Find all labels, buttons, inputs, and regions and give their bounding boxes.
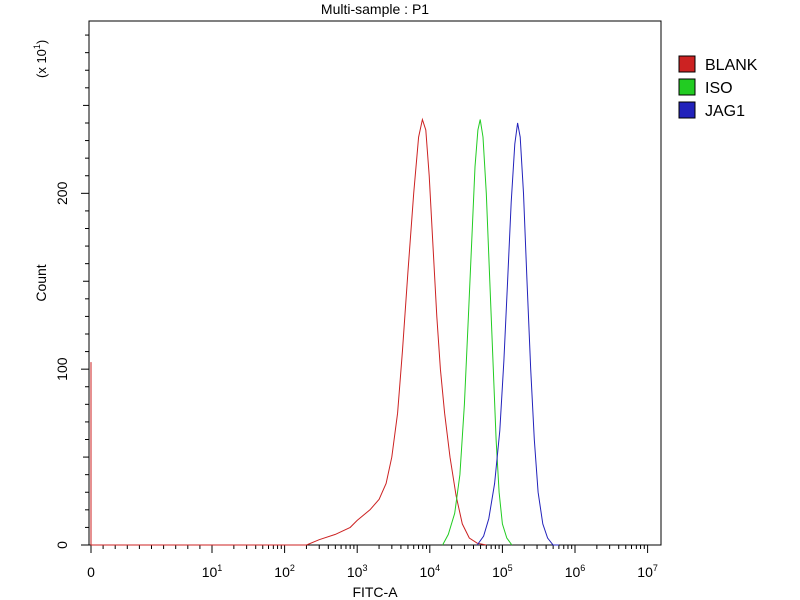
x-tick-base: 10 xyxy=(347,564,363,580)
x-tick-exponent: 6 xyxy=(580,563,585,573)
x-tick-exponent: 4 xyxy=(435,563,440,573)
x-tick-label: 105 xyxy=(492,563,513,580)
x-tick-exponent: 2 xyxy=(290,563,295,573)
y-axis-ticks xyxy=(81,34,89,546)
x-tick-label: 107 xyxy=(637,563,658,580)
y-tick-label: 100 xyxy=(54,357,70,381)
y-tick-label: 0 xyxy=(54,541,70,549)
y-tick-label: 200 xyxy=(54,181,70,205)
legend-label-blank: BLANK xyxy=(705,57,758,74)
series-line-iso xyxy=(442,119,513,546)
x-tick-label: 101 xyxy=(202,563,223,580)
series-line-blank xyxy=(90,117,487,546)
x-tick-exponent: 1 xyxy=(217,563,222,573)
x-tick-base: 10 xyxy=(565,564,581,580)
x-tick-base: 10 xyxy=(202,564,218,580)
x-tick-exponent: 7 xyxy=(653,563,658,573)
legend-label-iso: ISO xyxy=(705,80,733,97)
x-tick-base: 10 xyxy=(274,564,290,580)
x-tick-label: 103 xyxy=(347,563,368,580)
legend-swatch-iso xyxy=(678,78,696,96)
legend-label-jag1: JAG1 xyxy=(705,103,745,120)
x-tick-base: 10 xyxy=(637,564,653,580)
legend-swatch-jag1 xyxy=(678,101,696,119)
x-tick-base: 10 xyxy=(420,564,436,580)
x-axis-label: FITC-A xyxy=(352,584,398,600)
x-axis-tick-labels: 0 101 102 103 104 105 106 107 xyxy=(87,563,658,580)
x-tick-label: 102 xyxy=(274,563,295,580)
y-multiplier-close: ) xyxy=(34,40,49,44)
x-tick-base: 10 xyxy=(492,564,508,580)
y-multiplier-exponent: 1 xyxy=(32,44,42,49)
y-axis-tick-labels: 0 100 200 xyxy=(54,181,70,548)
y-axis-multiplier: (x 101) xyxy=(32,40,49,78)
legend-swatch-blank xyxy=(678,55,696,73)
chart-title: Multi-sample : P1 xyxy=(321,1,429,17)
x-tick-exponent: 5 xyxy=(508,563,513,573)
x-tick-label: 104 xyxy=(420,563,441,580)
legend: BLANK ISO JAG1 xyxy=(678,55,758,120)
y-multiplier-text: (x 10 xyxy=(34,49,49,78)
x-tick-label: 0 xyxy=(87,564,95,580)
series-lines xyxy=(90,117,559,546)
x-tick-label: 106 xyxy=(565,563,586,580)
plot-frame xyxy=(88,20,662,546)
x-axis-ticks xyxy=(90,545,649,553)
x-tick-exponent: 3 xyxy=(362,563,367,573)
y-axis-label: Count xyxy=(33,264,49,301)
x-tick-base: 0 xyxy=(87,564,95,580)
series-line-jag1 xyxy=(476,122,559,546)
